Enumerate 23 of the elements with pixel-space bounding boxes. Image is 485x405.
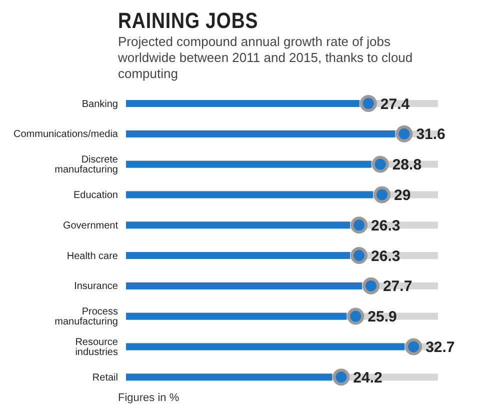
chart-subtitle: Projected compound annual growth rate of jobs worldwide between 2011 and 2015, thanks to cloud computing bbox=[118, 34, 414, 82]
y-tick-label: Health care bbox=[66, 250, 118, 262]
chart-title: RAINING JOBS bbox=[118, 8, 260, 34]
data-label: 24.2 bbox=[353, 369, 382, 386]
y-tick-label: Government bbox=[62, 220, 118, 232]
data-label: 32.7 bbox=[426, 338, 455, 356]
y-tick-label: Discrete manufacturing bbox=[54, 154, 118, 176]
data-label: 27.4 bbox=[380, 96, 410, 113]
y-tick-label: Insurance bbox=[74, 281, 118, 292]
y-tick-label: Banking bbox=[82, 98, 118, 110]
data-label: 25.9 bbox=[368, 308, 397, 326]
y-tick-label: Resource industries bbox=[75, 336, 118, 358]
y-tick-label: Communications/media bbox=[14, 129, 118, 140]
data-label: 31.6 bbox=[416, 126, 446, 144]
y-tick-label: Education bbox=[74, 190, 118, 201]
y-tick-label: Process manufacturing bbox=[54, 306, 118, 328]
data-label: 26.3 bbox=[371, 217, 400, 234]
annotation: Figures in % bbox=[118, 392, 180, 404]
data-label: 28.8 bbox=[392, 156, 422, 174]
data-label: 29 bbox=[394, 186, 411, 204]
data-label: 26.3 bbox=[371, 248, 400, 265]
data-label: 27.7 bbox=[382, 278, 412, 296]
y-tick-label: Retail bbox=[92, 372, 118, 384]
